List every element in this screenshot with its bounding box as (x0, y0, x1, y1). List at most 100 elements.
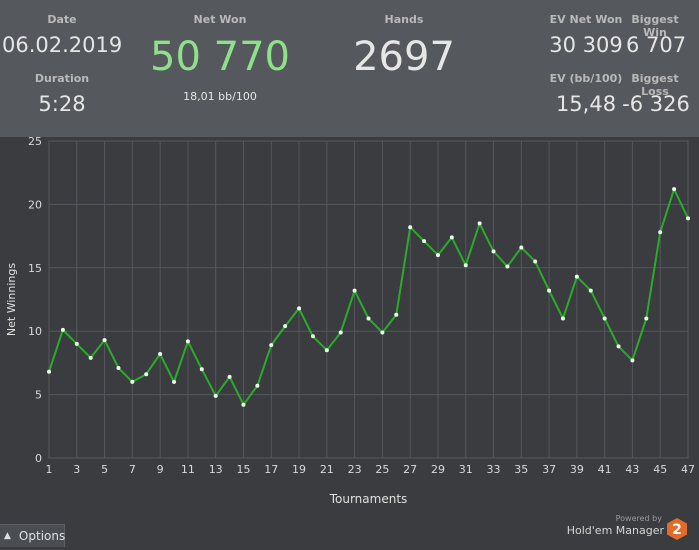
data-point (310, 334, 315, 339)
data-point (644, 316, 649, 321)
data-point (74, 341, 79, 346)
biggest-loss-label: Biggest Loss (631, 72, 679, 98)
data-point (297, 306, 302, 311)
data-point (185, 339, 190, 344)
x-tick-label: 17 (264, 463, 278, 476)
data-point (241, 402, 246, 407)
x-tick-label: 7 (129, 463, 136, 476)
x-axis-label: Tournaments (329, 492, 408, 506)
data-point (144, 372, 149, 377)
duration-value: 5:28 (38, 92, 86, 116)
data-point (602, 316, 607, 321)
x-tick-label: 35 (514, 463, 528, 476)
stats-header: Date 06.02.2019 Duration 5:28 Net Won 50… (0, 0, 699, 138)
data-point (269, 343, 274, 348)
data-point (560, 316, 565, 321)
hem2-logo-icon: 2 (667, 518, 687, 540)
data-point (435, 253, 440, 258)
data-point (158, 352, 163, 357)
data-point (130, 379, 135, 384)
ev-bb100-label: EV (bb/100) (549, 72, 623, 85)
chevron-up-icon: ▲ (4, 531, 11, 541)
biggest-win-label: Biggest Win (631, 13, 679, 39)
data-point (352, 288, 357, 293)
brand-name: Hold'em Manager (566, 524, 664, 537)
date-label: Date (47, 13, 77, 26)
ev-net-won-value: 30 309 (549, 33, 623, 57)
y-tick-label: 20 (28, 198, 42, 211)
data-point (463, 263, 468, 268)
data-point (588, 288, 593, 293)
x-tick-label: 41 (598, 463, 612, 476)
biggest-loss-value: -6 326 (622, 92, 690, 116)
x-tick-label: 21 (320, 463, 334, 476)
y-tick-label: 25 (28, 137, 42, 148)
powered-by-text: Powered by (615, 514, 662, 523)
data-point (47, 369, 51, 374)
hands-value: 2697 (353, 34, 455, 80)
y-tick-label: 5 (35, 389, 42, 402)
data-point (491, 249, 496, 254)
data-point (574, 274, 579, 279)
x-tick-label: 3 (73, 463, 80, 476)
y-tick-label: 15 (28, 262, 42, 275)
duration-label: Duration (34, 72, 90, 85)
x-tick-label: 27 (403, 463, 417, 476)
x-tick-label: 5 (101, 463, 108, 476)
options-button[interactable]: ▲ Options (0, 524, 65, 547)
x-tick-label: 37 (542, 463, 556, 476)
data-point (477, 221, 482, 226)
data-point (380, 330, 385, 335)
biggest-win-value: 6 707 (625, 33, 687, 57)
data-point (255, 383, 260, 388)
data-point (116, 365, 121, 370)
data-point (630, 358, 635, 363)
data-point (449, 235, 454, 240)
data-point (616, 344, 621, 349)
data-point (533, 259, 538, 264)
x-tick-label: 31 (459, 463, 473, 476)
net-won-bb100: 18,01 bb/100 (183, 90, 257, 103)
logo-number: 2 (672, 522, 682, 538)
data-point (88, 355, 93, 360)
data-point (408, 225, 413, 230)
date-value: 06.02.2019 (2, 33, 123, 57)
x-tick-label: 9 (157, 463, 164, 476)
x-tick-label: 45 (653, 463, 667, 476)
x-tick-label: 39 (570, 463, 584, 476)
powered-by-block: Powered by Hold'em Manager (564, 514, 664, 538)
data-point (213, 393, 218, 398)
y-axis-label: Net Winnings (5, 263, 18, 336)
x-tick-label: 43 (625, 463, 639, 476)
x-tick-label: 1 (46, 463, 53, 476)
plot-frame (48, 140, 689, 459)
data-point (60, 327, 65, 332)
data-point (658, 230, 663, 235)
x-tick-label: 13 (209, 463, 223, 476)
x-tick-label: 29 (431, 463, 445, 476)
data-point (672, 187, 677, 192)
data-point (394, 312, 399, 317)
x-tick-label: 47 (681, 463, 695, 476)
data-point (422, 239, 427, 244)
x-tick-label: 19 (292, 463, 306, 476)
x-tick-label: 33 (487, 463, 501, 476)
x-tick-label: 25 (375, 463, 389, 476)
y-tick-label: 10 (28, 325, 42, 338)
data-point (283, 324, 288, 329)
data-point (547, 288, 552, 293)
data-point (366, 316, 371, 321)
x-tick-label: 11 (181, 463, 195, 476)
options-label: Options (18, 529, 66, 543)
x-tick-label: 23 (348, 463, 362, 476)
data-point (505, 264, 510, 269)
net-won-label: Net Won (193, 13, 247, 26)
x-tick-label: 15 (236, 463, 250, 476)
chart-area: 0 5 10 15 20 25 1 3 5 7 9 11 13 15 17 19 21 23 25 27 29 31 33 3… (0, 135, 699, 546)
net-won-value: 50 770 (150, 34, 290, 80)
data-point (324, 348, 329, 353)
ev-bb100-value: 15,48 (555, 92, 617, 116)
data-point (686, 216, 690, 221)
hands-label: Hands (384, 13, 424, 26)
